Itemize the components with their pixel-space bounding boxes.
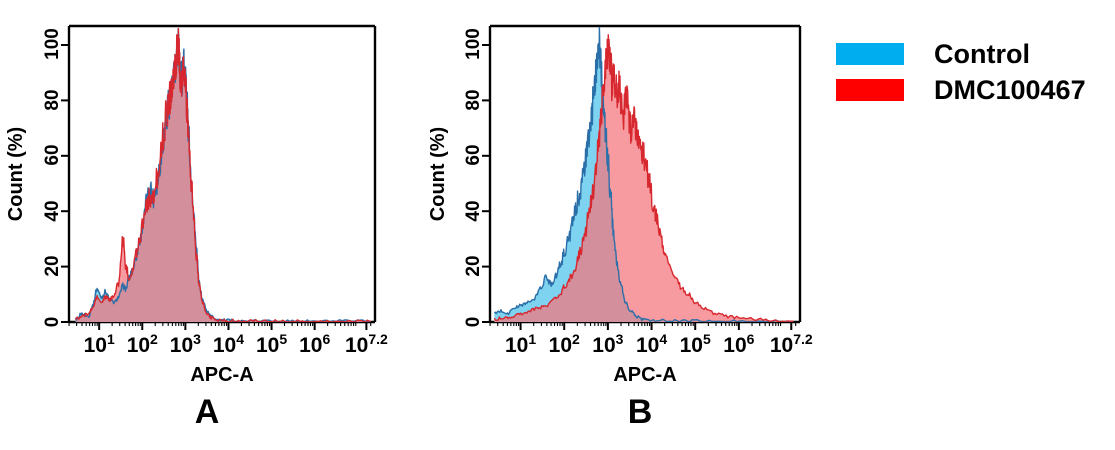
- legend-label-dmc100467: DMC100467: [934, 74, 1086, 105]
- panel-a-x-major-ticks: [98, 322, 368, 330]
- y-tick-20: 20: [463, 255, 484, 276]
- y-tick-100: 100: [463, 28, 484, 60]
- panel-a-x-axis-title: APC-A: [190, 364, 253, 386]
- panel-b-x-minor-ticks: [489, 322, 797, 326]
- panel-b-x-tick-labels: 101 102 103 104 105 106 107.2: [505, 331, 813, 357]
- x-tick-label-5: 105: [256, 331, 287, 357]
- y-tick-60: 60: [42, 144, 63, 165]
- x-tick-label-2: 102: [127, 331, 158, 357]
- x-tick-label-4: 104: [213, 331, 244, 357]
- legend-item-dmc100467[interactable]: DMC100467: [836, 72, 1111, 108]
- panel-a-frame: [67, 24, 377, 324]
- control-histogram-outline-b: [493, 27, 792, 322]
- panel-b-plot: Count (%) 0 20 40 60 80 100: [430, 24, 813, 386]
- legend-swatch-control: [836, 43, 904, 65]
- panel-a-x-minor-ticks: [68, 322, 372, 326]
- dmc-histogram-b: [494, 34, 794, 322]
- panel-b-histograms: [493, 27, 794, 322]
- panel-b-frame: [488, 24, 802, 324]
- x-tick-label-3: 103: [592, 331, 623, 357]
- legend-label-control: Control: [934, 38, 1030, 69]
- dmc-histogram-outline-a: [74, 28, 371, 322]
- y-tick-80: 80: [463, 89, 484, 110]
- control-histogram-b: [494, 27, 792, 322]
- panel-a-caption: A: [194, 393, 220, 431]
- y-tick-60: 60: [463, 144, 484, 165]
- x-tick-label-2: 102: [549, 331, 580, 357]
- x-tick-label-5: 105: [680, 331, 711, 357]
- x-tick-label-1: 101: [84, 331, 115, 357]
- x-tick-label-7.2: 107.2: [770, 331, 813, 357]
- y-tick-0: 0: [42, 317, 63, 328]
- dmc-histogram-outline-b: [493, 34, 794, 322]
- x-tick-label-6: 106: [299, 331, 330, 357]
- panel-b-y-ticks: [482, 44, 490, 323]
- legend-swatch-dmc100467: [836, 79, 904, 101]
- panel-b-y-tick-labels: 0 20 40 60 80 100: [463, 28, 484, 327]
- panel-b-x-major-ticks: [519, 322, 793, 330]
- panel-a-x-tick-labels: 101 102 103 104 105 106 107.2: [84, 331, 388, 357]
- y-tick-40: 40: [42, 200, 63, 221]
- legend-item-control[interactable]: Control: [836, 36, 1111, 72]
- y-tick-100: 100: [42, 28, 63, 60]
- x-tick-label-6: 106: [723, 331, 754, 357]
- legend: Control DMC100467: [836, 36, 1111, 116]
- y-tick-80: 80: [42, 89, 63, 110]
- panel-b: Count (%) 0 20 40 60 80 100: [430, 0, 860, 450]
- y-tick-0: 0: [463, 317, 484, 328]
- panel-a: Count (%) 0 20 40 60 80 100: [0, 0, 430, 450]
- y-tick-40: 40: [463, 200, 484, 221]
- x-tick-label-4: 104: [636, 331, 667, 357]
- panel-b-x-axis-title: APC-A: [613, 364, 676, 386]
- panel-b-y-axis-title: Count (%): [430, 127, 449, 221]
- panel-a-histograms: [74, 27, 371, 322]
- y-tick-20: 20: [42, 255, 63, 276]
- x-tick-label-1: 101: [505, 331, 536, 357]
- panel-a-y-ticks: [61, 44, 69, 323]
- dmc-histogram-a: [75, 28, 371, 322]
- x-tick-label-7.2: 107.2: [345, 331, 388, 357]
- panel-b-caption: B: [627, 393, 653, 431]
- panel-a-plot: Count (%) 0 20 40 60 80 100: [5, 24, 388, 386]
- x-tick-label-3: 103: [170, 331, 201, 357]
- panel-a-y-axis-title: Count (%): [5, 127, 27, 221]
- panel-a-y-tick-labels: 0 20 40 60 80 100: [42, 28, 63, 327]
